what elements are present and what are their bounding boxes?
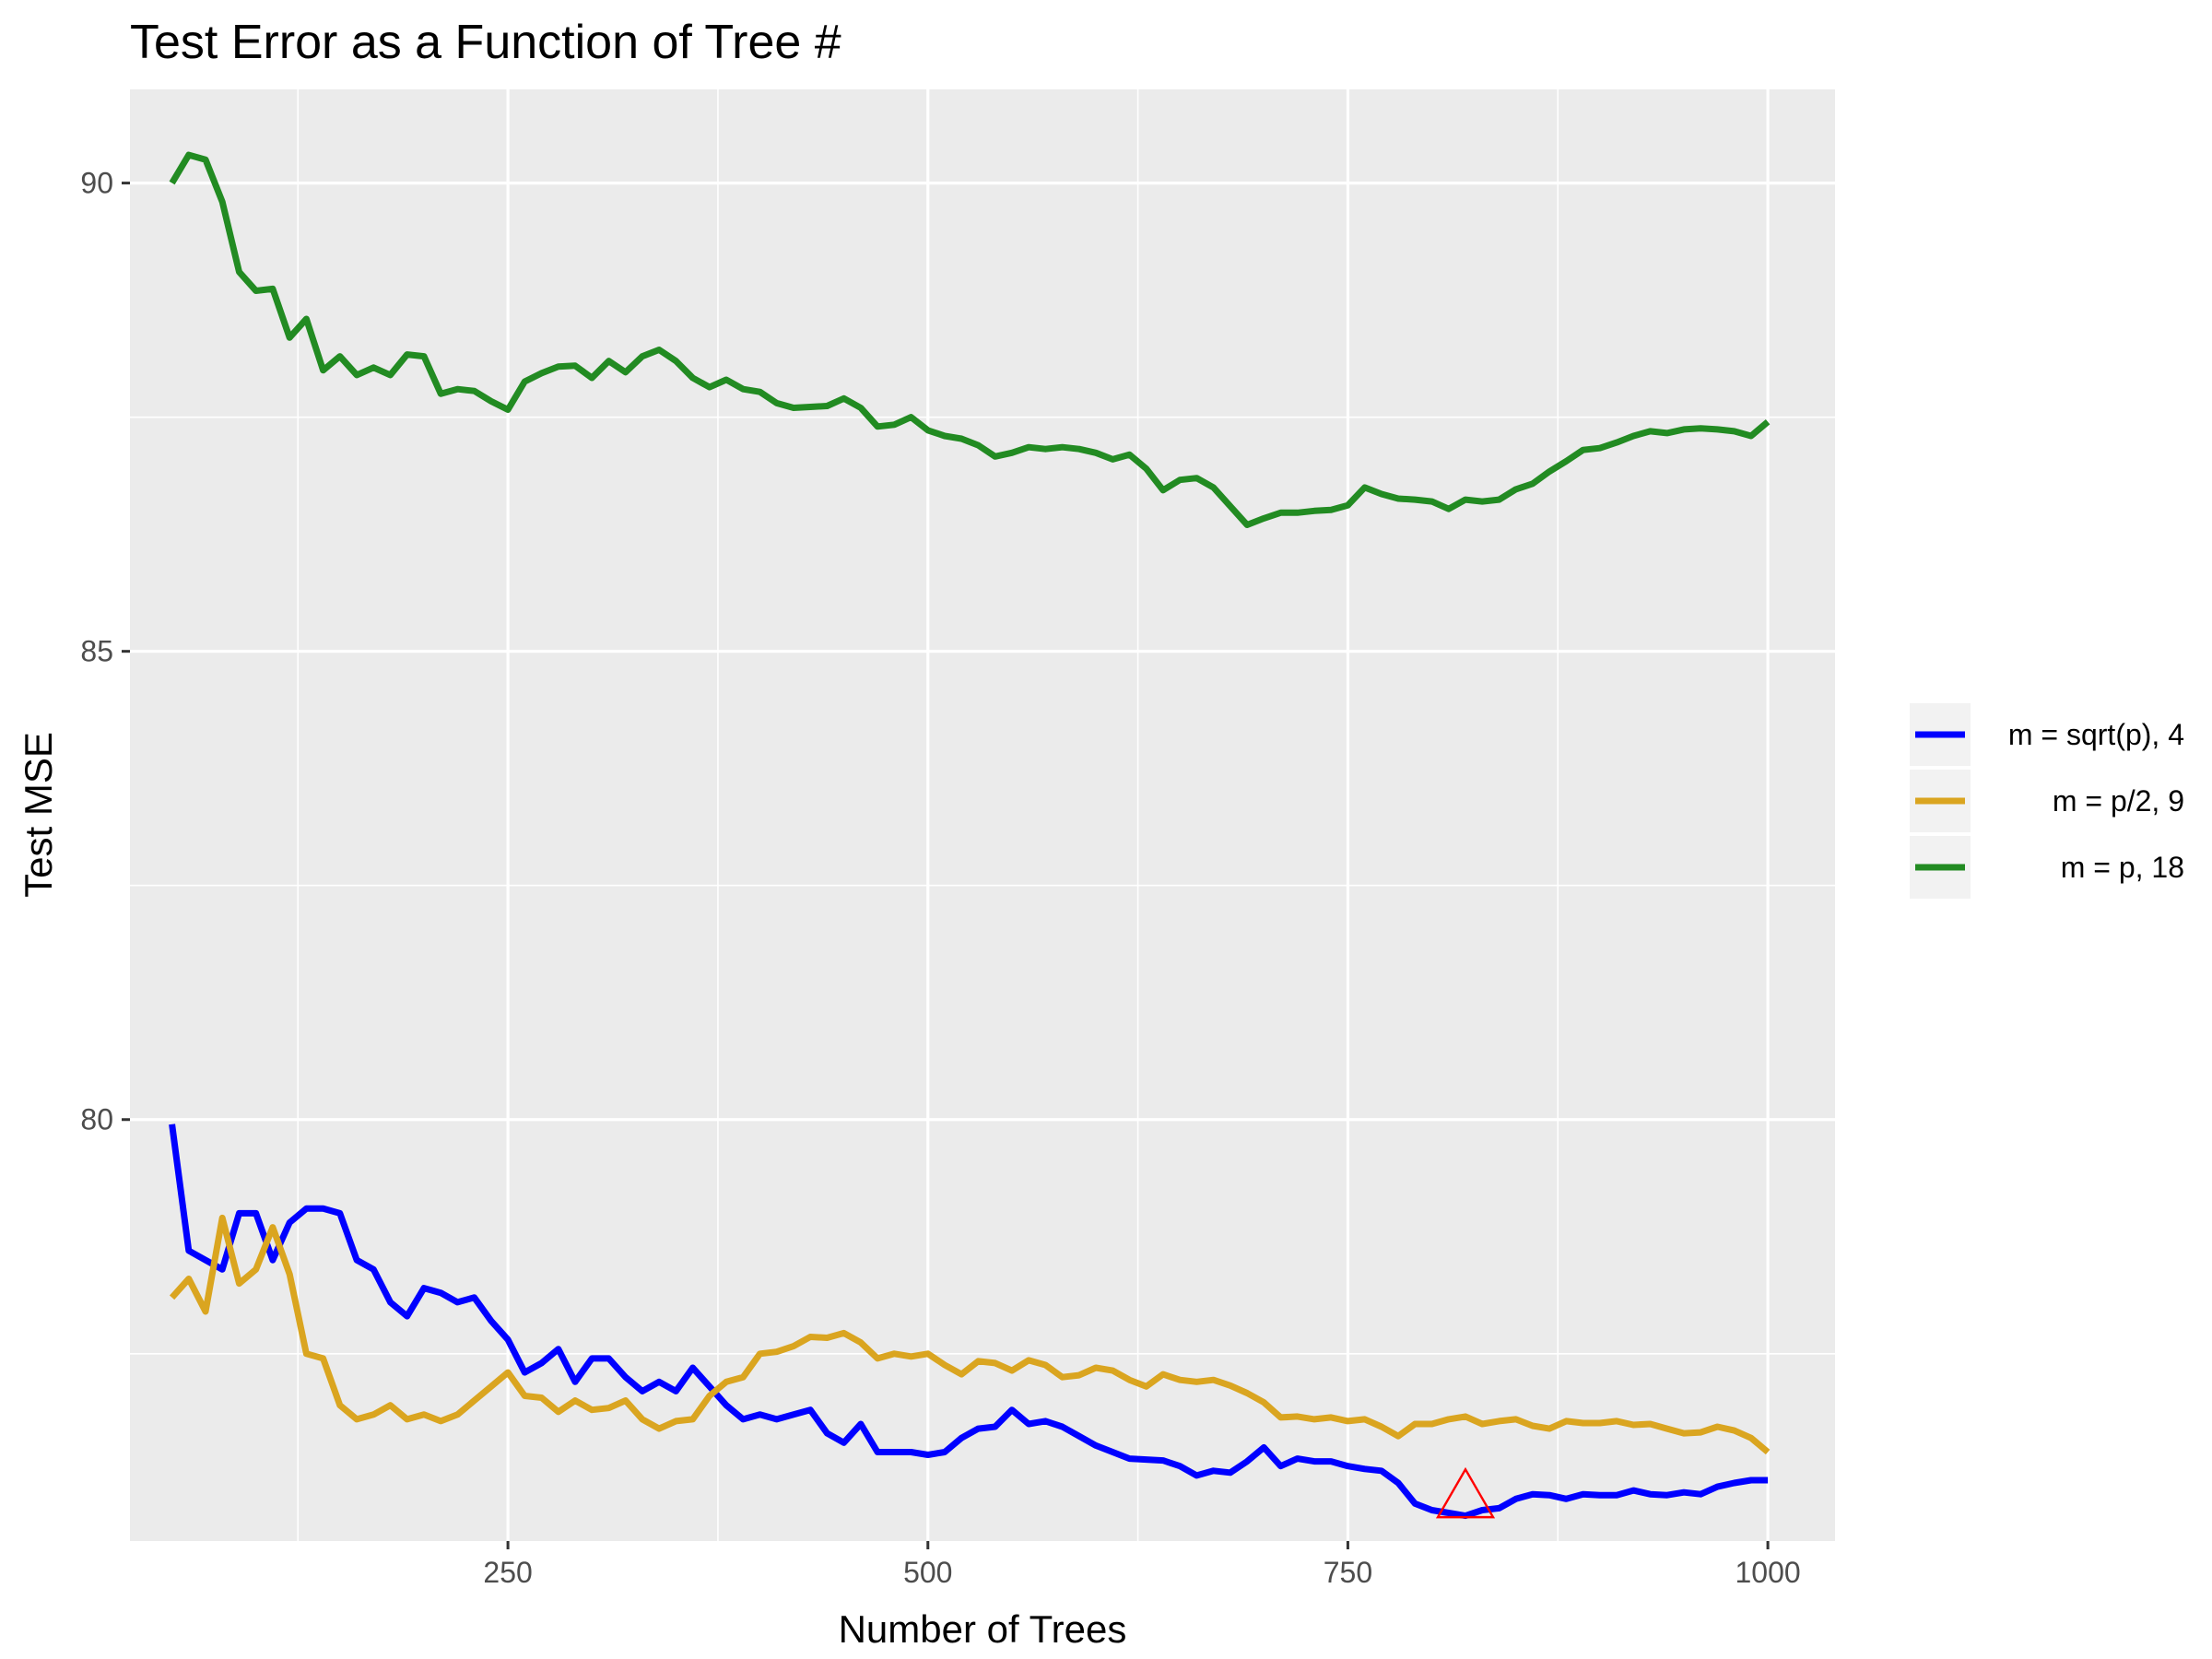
series-line-2: [169, 1214, 1771, 1455]
chart-title: Test Error as a Function of Tree #: [130, 16, 841, 69]
legend: m = sqrt(p), 4 m = p/2, 9 m = p, 18: [1910, 703, 2184, 899]
min-error-marker: [1435, 1466, 1496, 1519]
plot-panel: [130, 89, 1835, 1541]
x-axis-title: Number of Trees: [839, 1607, 1127, 1651]
legend-label: m = p, 18: [2061, 851, 2184, 884]
y-axis-title: Test MSE: [17, 732, 60, 898]
series-line-1: [169, 1124, 1769, 1520]
grid-lines: [130, 89, 1835, 1541]
x-tick-label: 750: [1324, 1556, 1372, 1589]
series-line-3: [169, 151, 1771, 528]
y-tick-label: 85: [80, 635, 113, 668]
legend-label: m = p/2, 9: [2053, 784, 2184, 818]
series-lines: [169, 151, 1771, 1520]
x-tick-label: 500: [903, 1556, 952, 1589]
x-tick-label: 250: [483, 1556, 532, 1589]
axes: 250 500 750 1000 80 85 90: [80, 167, 1800, 1589]
legend-label: m = sqrt(p), 4: [2008, 718, 2184, 751]
y-tick-label: 90: [80, 167, 113, 200]
x-tick-label: 1000: [1735, 1556, 1800, 1589]
min-error-triangle: [1435, 1466, 1496, 1519]
y-tick-label: 80: [80, 1103, 113, 1136]
